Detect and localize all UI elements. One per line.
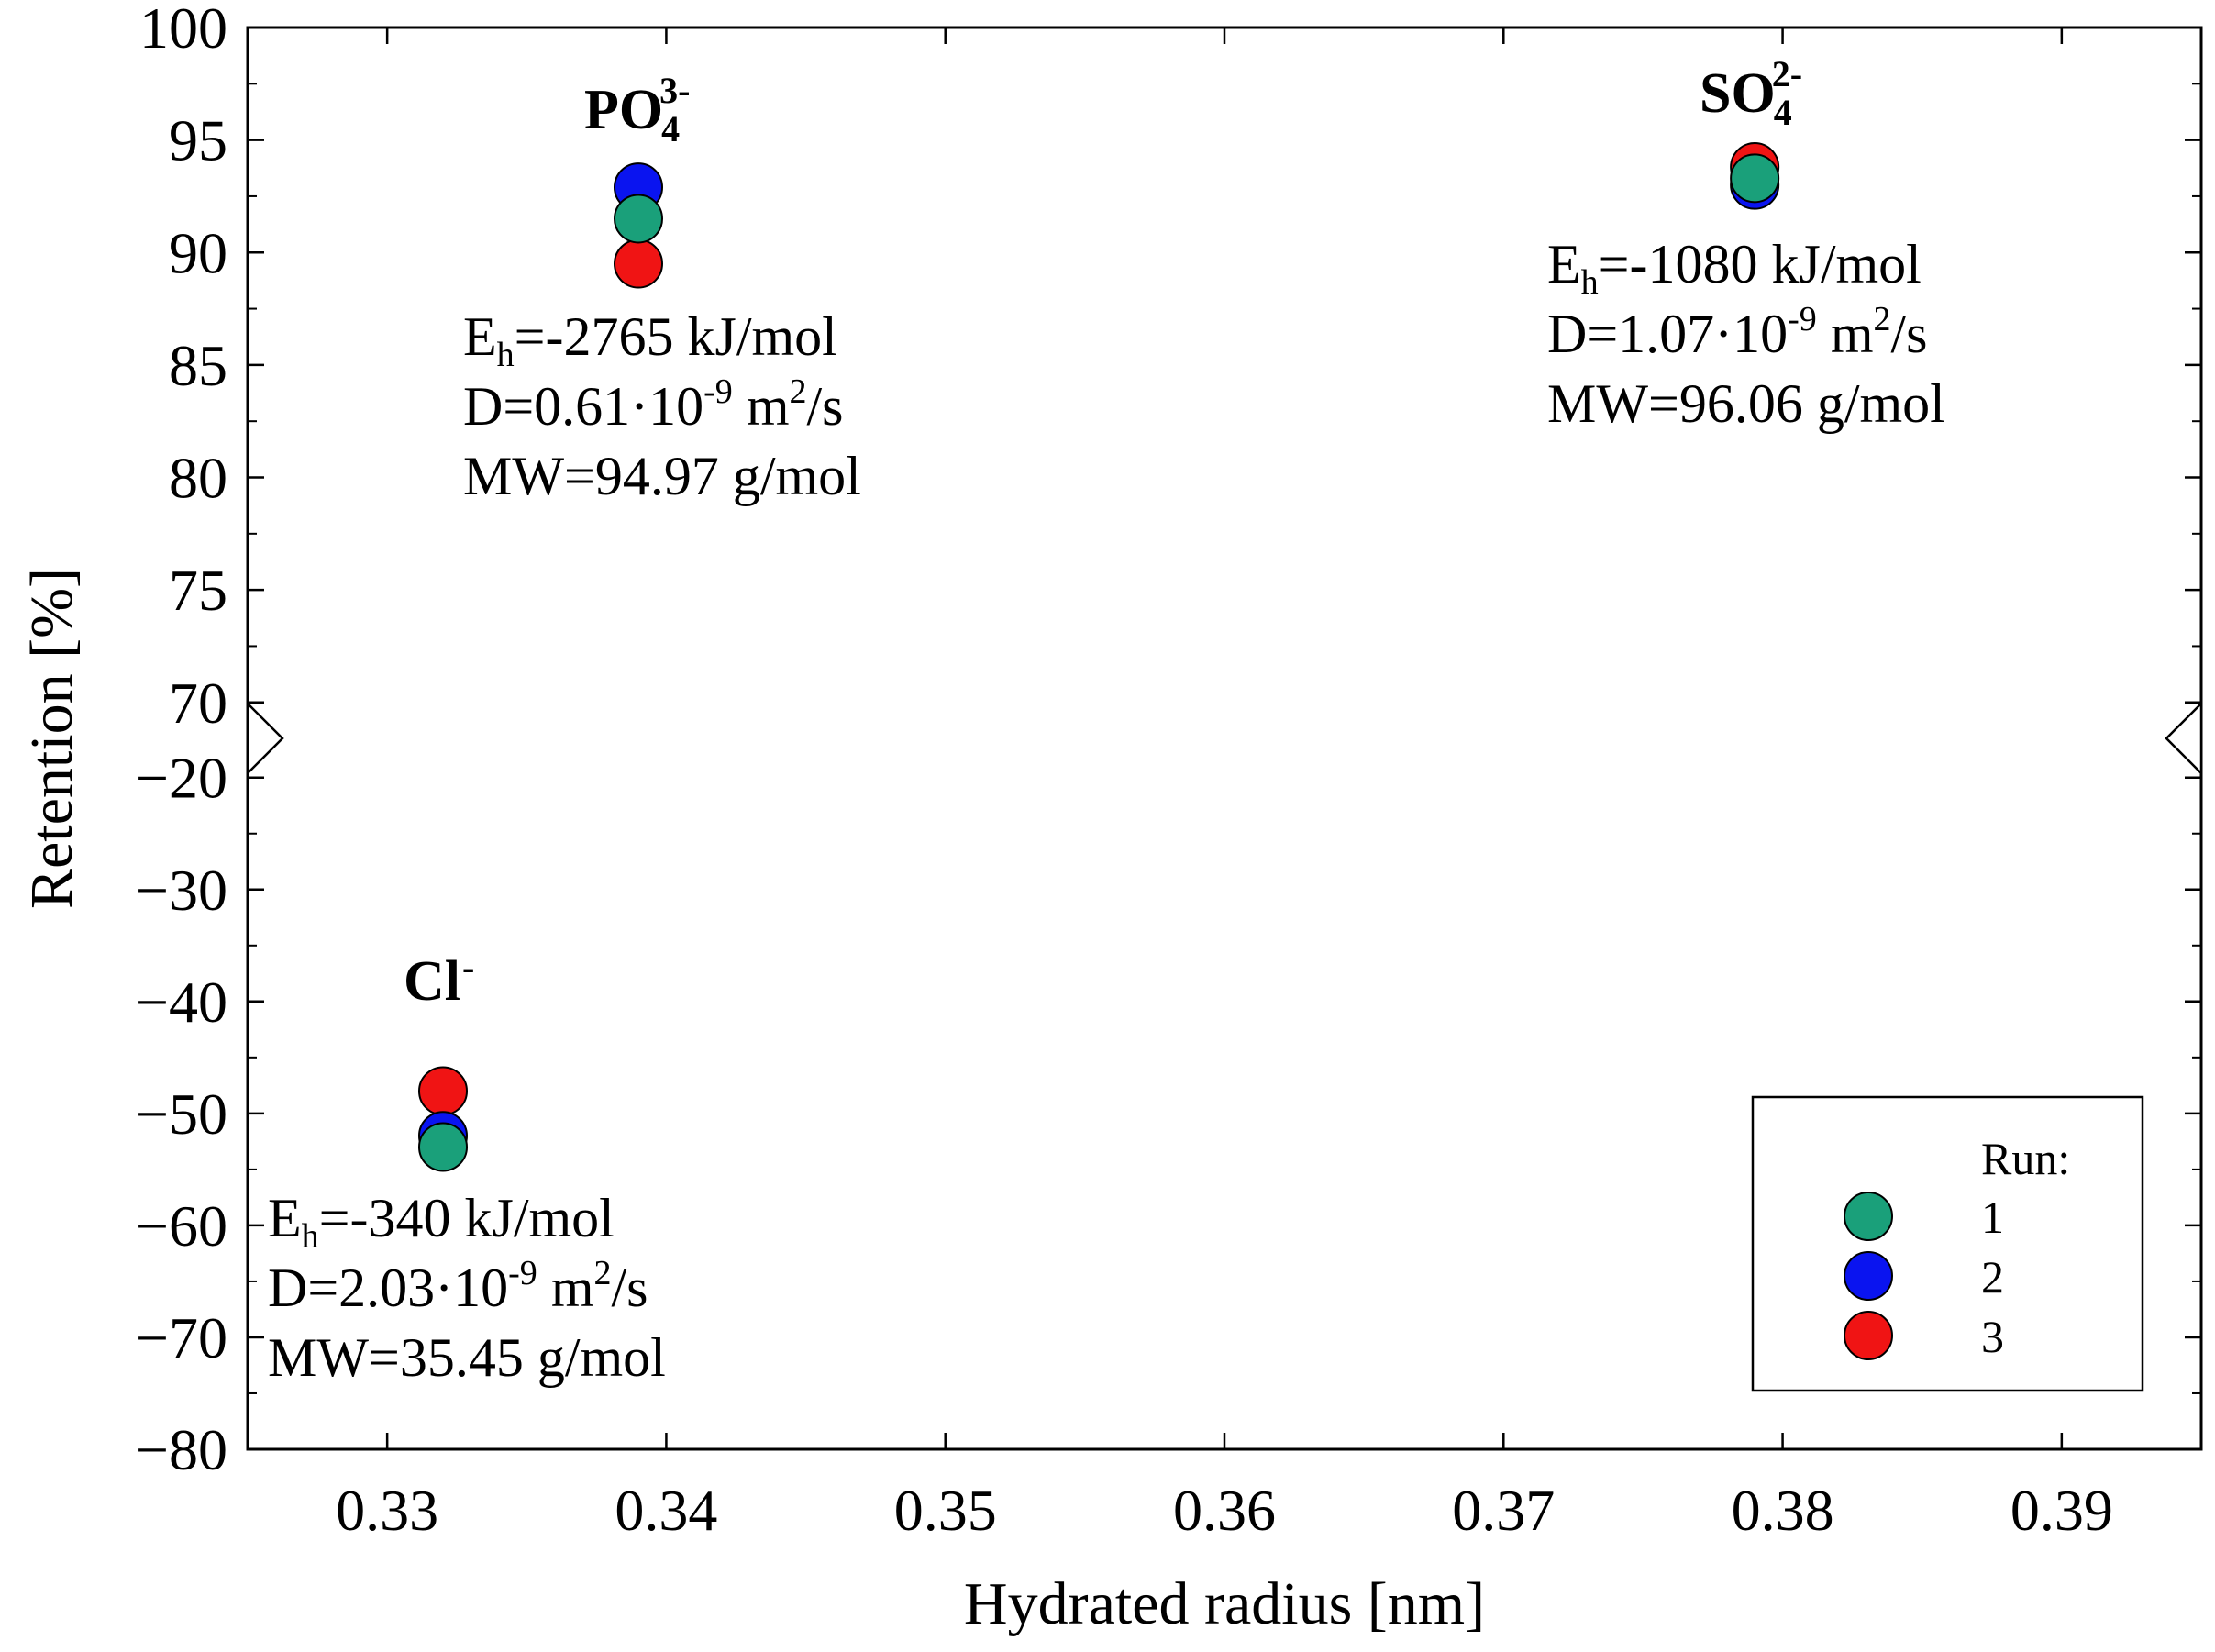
ion-name: Cl	[404, 950, 460, 1013]
ion-superscript: 3-	[659, 70, 690, 111]
ion-name: SO	[1700, 62, 1776, 125]
legend-label-run-3: 3	[1981, 1311, 2004, 1362]
x-tick-label: 0.39	[2010, 1478, 2113, 1543]
x-tick-label: 0.37	[1452, 1478, 1555, 1543]
data-point-run-1	[1730, 153, 1780, 204]
y-tick-label: −20	[136, 746, 227, 811]
x-tick-label: 0.34	[615, 1478, 717, 1543]
legend-marker-run-1	[1844, 1192, 1893, 1241]
cl-molecular-weight: MW=35.45 g/mol	[268, 1327, 666, 1388]
y-tick-label: −40	[136, 970, 227, 1035]
data-point-run-1	[418, 1122, 468, 1172]
x-tick-label: 0.33	[336, 1478, 438, 1543]
ion-title-po4: PO43-	[584, 70, 690, 150]
y-tick-label: −60	[136, 1193, 227, 1258]
axis-tick-labels: 0.33 0.34 0.35 0.36 0.37 0.38 0.39 70 75 80 85 90 95…	[136, 0, 2113, 1543]
ion-name: PO	[584, 79, 663, 141]
legend-marker-run-2	[1844, 1251, 1893, 1301]
legend-box	[1751, 1095, 2144, 1392]
ion-superscript: 2-	[1772, 53, 1802, 94]
so4-hydration-energy: Eh=-1080 kJ/mol	[1547, 234, 1922, 302]
y-tick-label: −70	[136, 1305, 227, 1370]
cl-diffusion: D=2.03·10-9 m2/s	[268, 1254, 648, 1318]
legend-label-run-2: 2	[1981, 1251, 2004, 1303]
po4-molecular-weight: MW=94.97 g/mol	[463, 446, 861, 506]
po4-hydration-energy: Eh=-2765 kJ/mol	[463, 306, 837, 374]
y-axis-title: Retention [%]	[18, 568, 85, 909]
y-tick-label: 100	[139, 0, 227, 61]
ion-subscript: 4	[661, 108, 680, 150]
axis-ticks	[248, 26, 2201, 1451]
ion-title-so4: SO42-	[1700, 53, 1802, 133]
so4-molecular-weight: MW=96.06 g/mol	[1547, 373, 1945, 434]
data-point-run-3	[614, 238, 663, 289]
y-tick-label: 85	[169, 333, 227, 398]
y-tick-label: −50	[136, 1081, 227, 1147]
y-tick-label: 90	[169, 220, 227, 285]
x-axis-title: Hydrated radius [nm]	[964, 1570, 1485, 1637]
y-tick-label: 80	[169, 446, 227, 511]
po4-diffusion: D=0.61·10-9 m2/s	[463, 372, 844, 437]
data-points	[418, 142, 1780, 1172]
x-tick-label: 0.35	[894, 1478, 997, 1543]
left-axis-break-mark	[246, 700, 284, 777]
y-tick-label: 95	[169, 108, 227, 173]
y-tick-label: −30	[136, 858, 227, 923]
legend-items: 1 2 3	[1844, 1192, 2004, 1362]
legend-marker-run-3	[1844, 1311, 1893, 1360]
y-tick-label: 75	[169, 558, 227, 623]
ion-title-cl: Cl-	[404, 947, 474, 1013]
legend-label-run-1: 1	[1981, 1192, 2004, 1243]
cl-hydration-energy: Eh=-340 kJ/mol	[268, 1188, 615, 1256]
data-point-run-3	[418, 1066, 468, 1116]
data-point-run-1	[614, 194, 663, 244]
ion-subscript: 4	[1774, 92, 1792, 133]
axis-break-marks	[246, 700, 2203, 777]
x-tick-label: 0.36	[1173, 1478, 1276, 1543]
x-tick-label: 0.38	[1732, 1478, 1834, 1543]
legend-title: Run:	[1981, 1133, 2070, 1184]
right-axis-break-mark	[2165, 700, 2203, 777]
y-tick-label: 70	[169, 671, 227, 736]
legend: Run: 1 2 3	[1751, 1095, 2144, 1392]
y-tick-label: −80	[136, 1417, 227, 1482]
so4-diffusion: D=1.07·10-9 m2/s	[1547, 300, 1928, 364]
ion-superscript: -	[462, 947, 474, 988]
